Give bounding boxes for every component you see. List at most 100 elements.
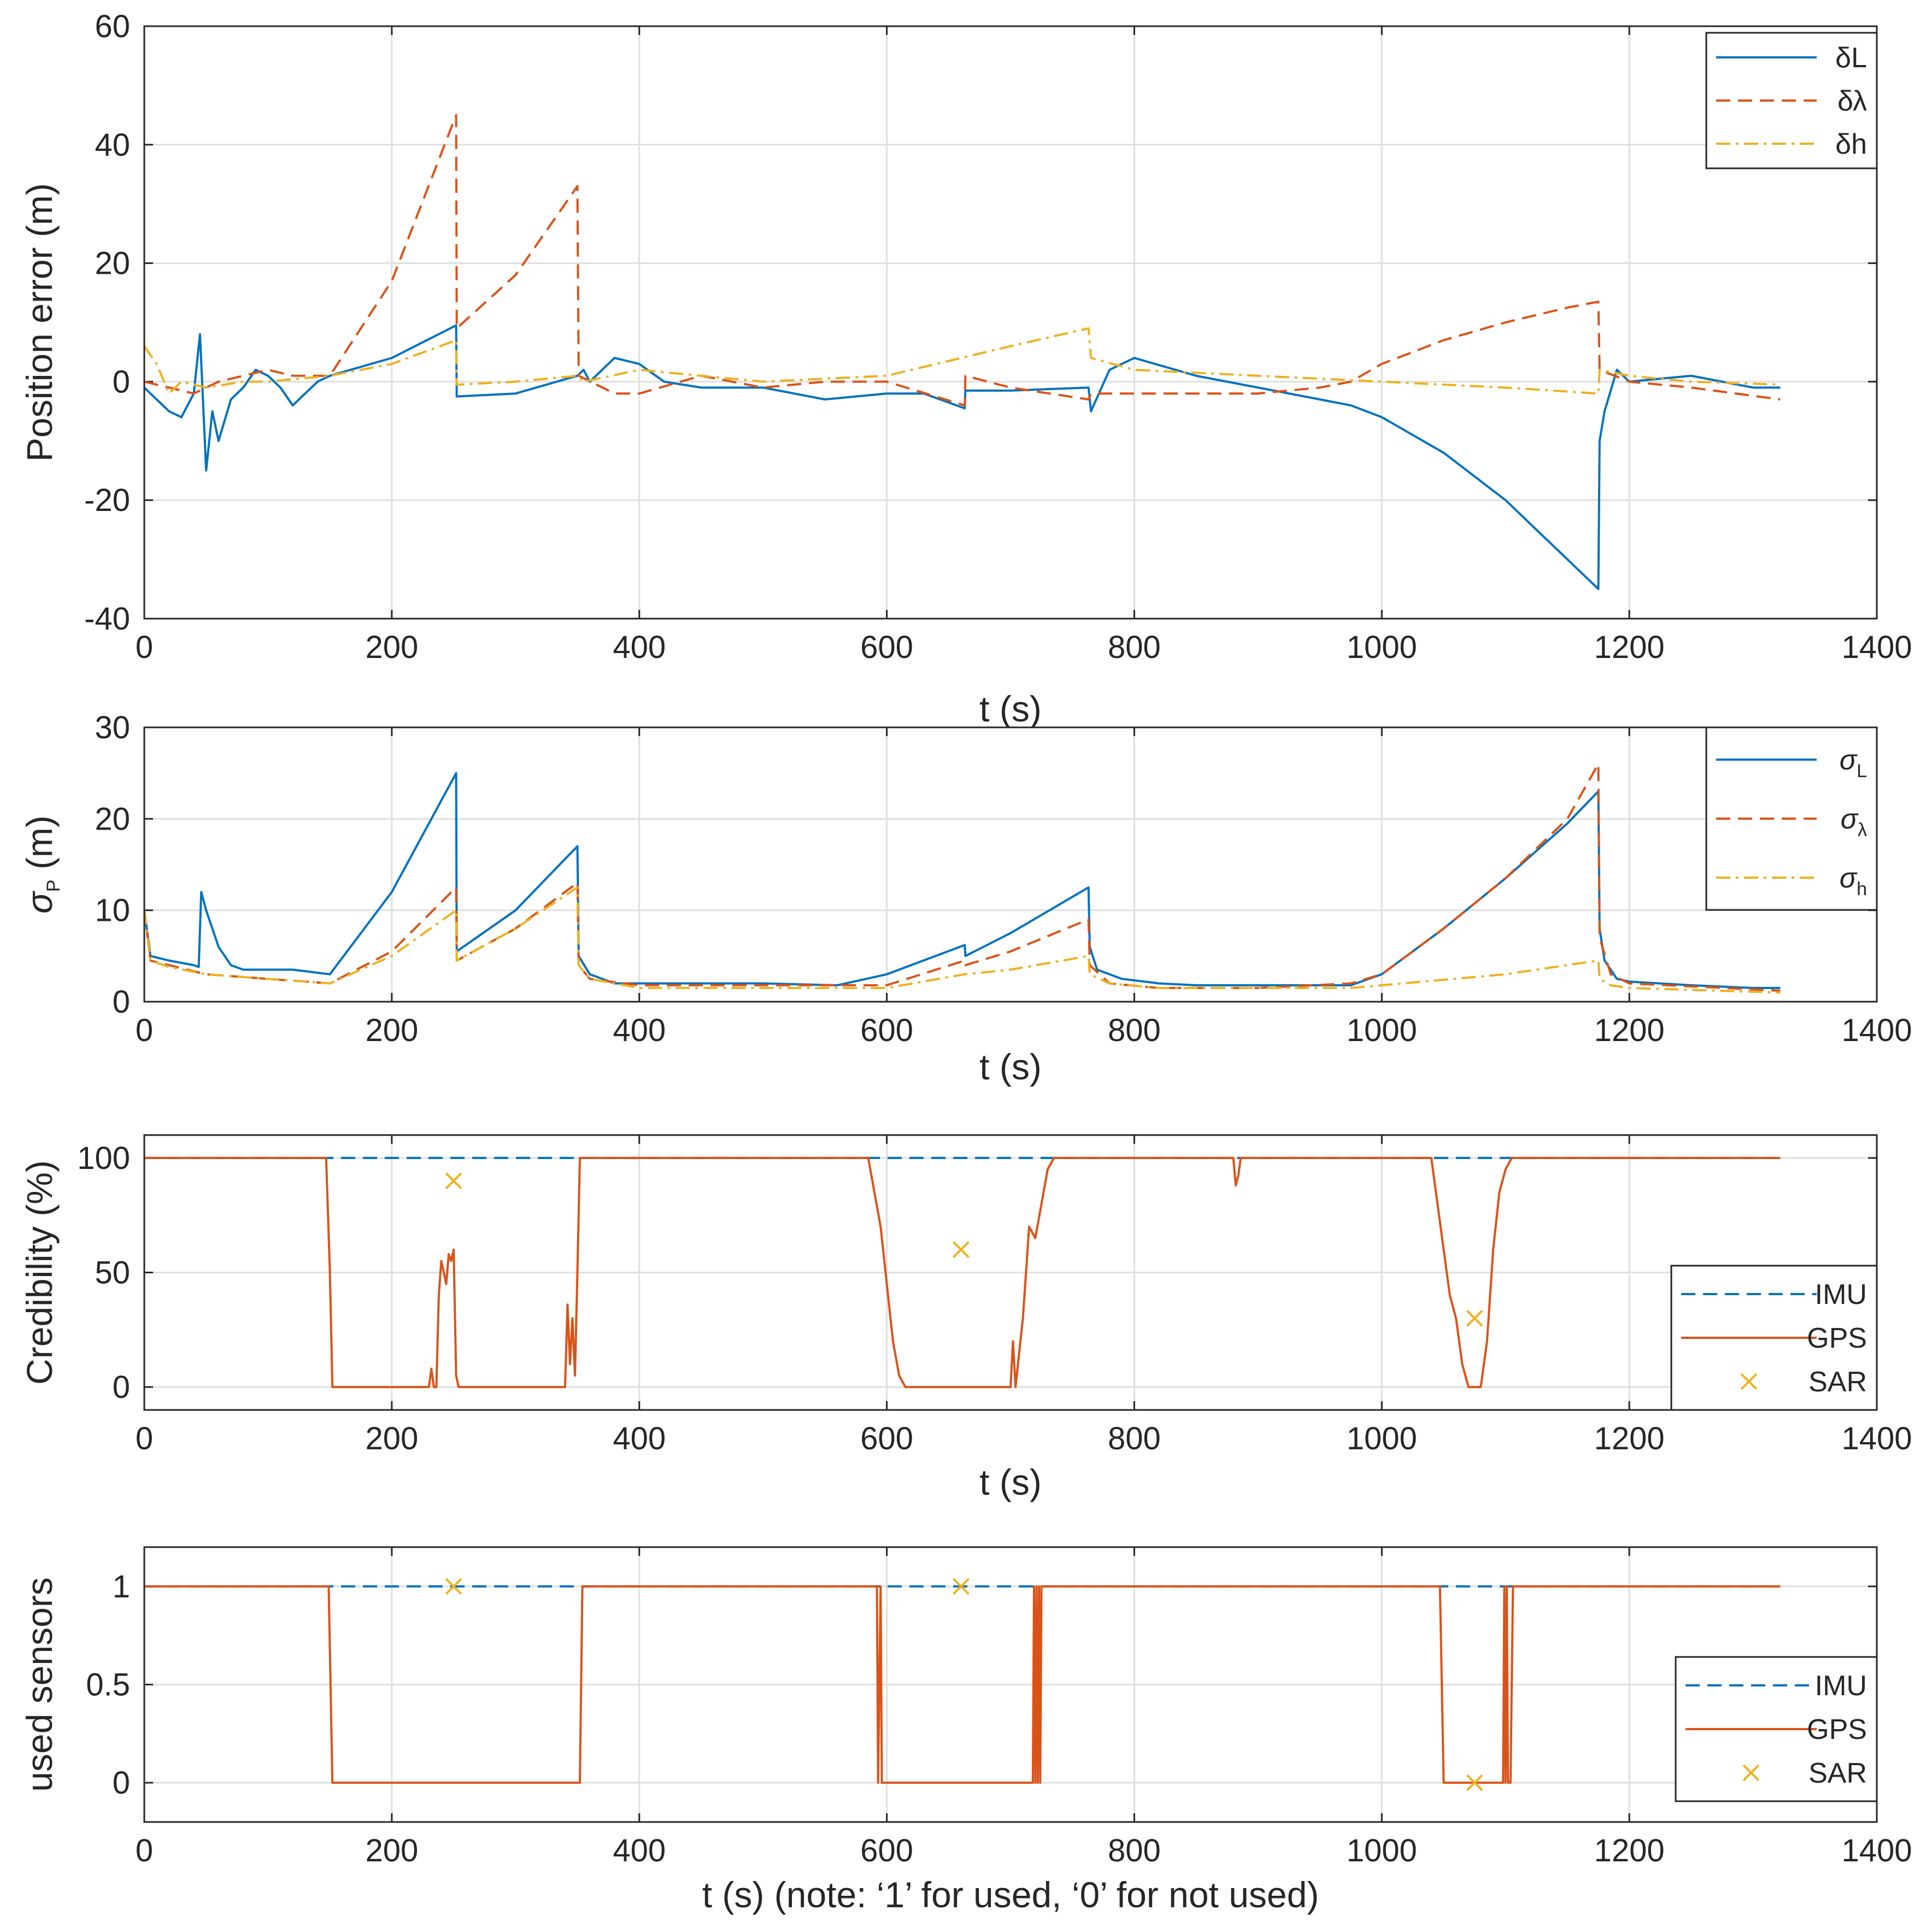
series-line-δh bbox=[144, 327, 1781, 395]
x-tick-label: 1000 bbox=[1347, 1013, 1417, 1048]
x-tick-label: 800 bbox=[1108, 1421, 1161, 1456]
y-axis-label: Position error (m) bbox=[19, 183, 60, 462]
sar-marker bbox=[445, 1578, 462, 1595]
x-tick-label: 400 bbox=[613, 630, 666, 665]
x-tick-label: 1000 bbox=[1347, 1421, 1417, 1456]
series-line-δL bbox=[144, 324, 1781, 590]
x-tick-label: 600 bbox=[860, 630, 913, 665]
x-tick-label: 800 bbox=[1108, 1833, 1161, 1868]
sar-marker bbox=[953, 1578, 970, 1595]
chart-1: 0 200 400 600 800 1000 1200 1400 -40 -20 0 20 40 60 t … bbox=[19, 9, 1912, 729]
series-group bbox=[144, 762, 1781, 994]
y-tick-label: 0 bbox=[113, 1370, 130, 1405]
sar-marker bbox=[953, 1241, 970, 1258]
x-tick-label: 800 bbox=[1108, 630, 1161, 665]
legend-label: SAR bbox=[1808, 1758, 1867, 1789]
x-tick-label: 0 bbox=[136, 1421, 153, 1456]
x-tick-label: 1200 bbox=[1594, 1421, 1665, 1456]
x-tick-label: 1400 bbox=[1841, 630, 1912, 665]
y-tick-label: 60 bbox=[95, 9, 130, 44]
y-tick-label: -40 bbox=[84, 601, 130, 637]
series-line-GPS bbox=[144, 1156, 1781, 1389]
y-tick-label: 0 bbox=[113, 1765, 130, 1801]
legend-label: δλ bbox=[1837, 85, 1867, 117]
series-line-sigma-h bbox=[144, 886, 1781, 994]
x-axis-label: t (s) bbox=[979, 689, 1042, 729]
y-tick-label: 40 bbox=[95, 127, 130, 163]
y-tick-label: 1 bbox=[113, 1569, 130, 1604]
x-tick-label: 1200 bbox=[1594, 1833, 1665, 1868]
legend-item: GPS bbox=[1681, 1323, 1867, 1354]
legend-label: IMU bbox=[1815, 1279, 1867, 1310]
legend-item: GPS bbox=[1686, 1714, 1867, 1745]
legend: σL σλ σh bbox=[1705, 726, 1878, 911]
y-tick-label: 20 bbox=[95, 246, 130, 281]
chart-2: 0 200 400 600 800 1000 1200 1400 0 10 20 30 t (s) σP … bbox=[19, 710, 1912, 1087]
legend-item: δL bbox=[1716, 42, 1867, 74]
y-tick-label: 10 bbox=[95, 893, 130, 928]
sar-marker bbox=[1466, 1774, 1483, 1791]
legend: IMU GPS SAR bbox=[1675, 1656, 1878, 1802]
plot-area bbox=[144, 727, 1877, 1002]
x-tick-label: 1400 bbox=[1841, 1013, 1912, 1048]
series-group bbox=[144, 1578, 1781, 1791]
legend-item: IMU bbox=[1686, 1670, 1867, 1702]
legend-label: GPS bbox=[1807, 1323, 1867, 1354]
legend-item: δλ bbox=[1716, 85, 1867, 117]
y-tick-label: 0.5 bbox=[86, 1667, 130, 1703]
x-tick-label: 400 bbox=[613, 1013, 666, 1048]
y-axis-label: used sensors bbox=[19, 1577, 60, 1792]
x-tick-label: 0 bbox=[136, 1833, 153, 1868]
legend-label: σλ bbox=[1841, 803, 1867, 840]
x-tick-label: 1400 bbox=[1841, 1833, 1912, 1868]
x-tick-label: 200 bbox=[365, 1421, 418, 1456]
chart-3: 0 200 400 600 800 1000 1200 1400 0 50 100 t (s) Cred… bbox=[19, 1134, 1912, 1502]
x-tick-label: 600 bbox=[860, 1833, 913, 1868]
x-tick-label: 400 bbox=[613, 1421, 666, 1456]
x-axis-label: t (s) (note: ‘1’ for used, ‘0’ for not u… bbox=[702, 1874, 1319, 1915]
x-axis-label: t (s) bbox=[979, 1462, 1042, 1502]
y-axis-label: Credibility (%) bbox=[19, 1160, 60, 1385]
series-line-GPS bbox=[144, 1585, 1781, 1784]
sar-marker bbox=[1466, 1309, 1483, 1327]
legend-item: σλ bbox=[1716, 803, 1867, 840]
legend-label: GPS bbox=[1807, 1714, 1867, 1745]
x-tick-label: 0 bbox=[136, 630, 153, 665]
x-tick-label: 1000 bbox=[1347, 630, 1417, 665]
y-tick-label: 30 bbox=[95, 710, 130, 745]
x-tick-label: 800 bbox=[1108, 1013, 1161, 1048]
legend-item: σh bbox=[1716, 862, 1867, 900]
x-tick-label: 1200 bbox=[1594, 1013, 1665, 1048]
x-tick-label: 1000 bbox=[1347, 1833, 1417, 1868]
legend: IMU GPS SAR bbox=[1670, 1265, 1878, 1411]
legend-label: σh bbox=[1840, 862, 1867, 900]
y-tick-label: 50 bbox=[95, 1255, 130, 1291]
plot-area bbox=[144, 26, 1877, 619]
y-tick-label: 0 bbox=[113, 984, 130, 1020]
x-tick-label: 200 bbox=[365, 1833, 418, 1868]
x-tick-label: 600 bbox=[860, 1013, 913, 1048]
x-axis-label: t (s) bbox=[979, 1047, 1042, 1087]
sar-marker bbox=[445, 1172, 462, 1190]
legend-label: δh bbox=[1835, 128, 1867, 160]
y-tick-label: 100 bbox=[77, 1141, 130, 1176]
y-tick-label: 0 bbox=[113, 364, 130, 399]
series-group bbox=[144, 114, 1781, 590]
legend: δL δλ δh bbox=[1705, 32, 1878, 169]
legend-item: IMU bbox=[1681, 1279, 1867, 1310]
y-tick-label: -20 bbox=[84, 483, 130, 518]
series-line-sigma-L bbox=[144, 772, 1781, 989]
y-tick-label: 20 bbox=[95, 801, 130, 837]
series-line-sigma-λ bbox=[144, 762, 1781, 992]
x-tick-label: 400 bbox=[613, 1833, 666, 1868]
legend-item: δh bbox=[1716, 128, 1867, 160]
legend-label: SAR bbox=[1808, 1366, 1867, 1398]
x-tick-label: 200 bbox=[365, 1013, 418, 1048]
x-tick-label: 1200 bbox=[1594, 630, 1665, 665]
series-line-δλ bbox=[144, 114, 1781, 407]
legend-label: σL bbox=[1840, 744, 1867, 781]
legend-item: SAR bbox=[1742, 1758, 1867, 1789]
x-tick-label: 200 bbox=[365, 630, 418, 665]
legend-item: SAR bbox=[1740, 1366, 1867, 1398]
